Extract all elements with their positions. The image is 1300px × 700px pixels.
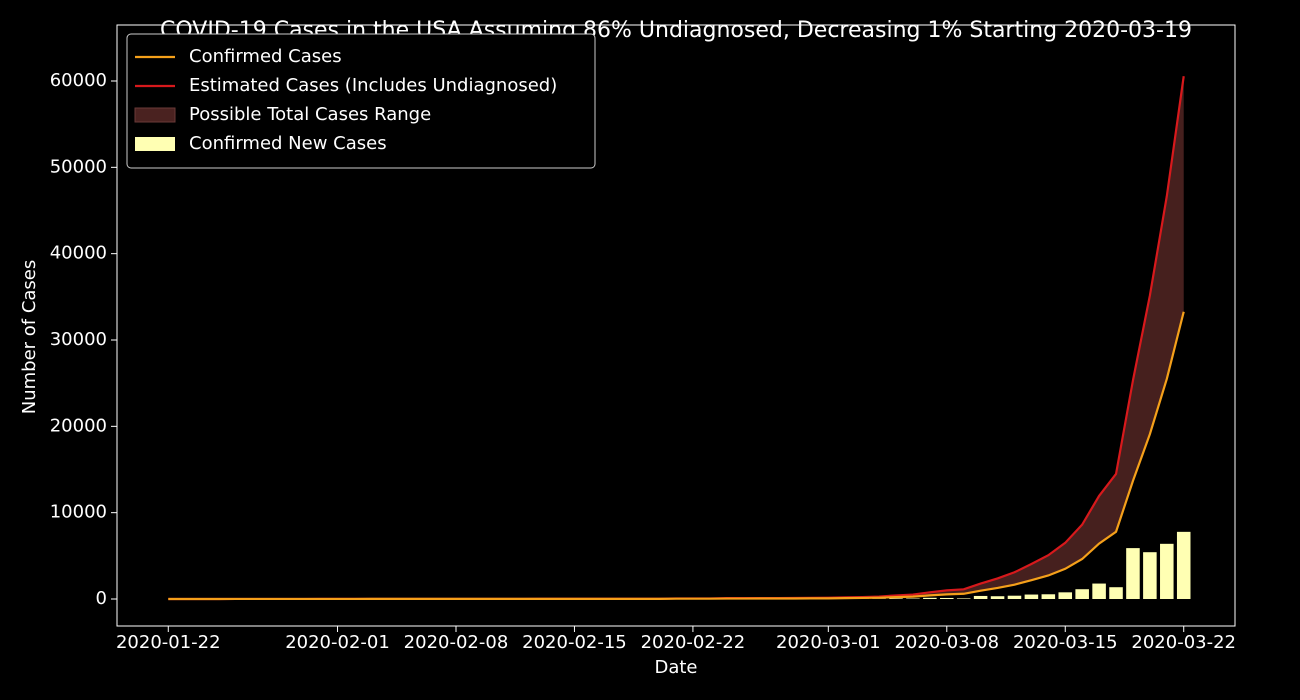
bar (1007, 595, 1022, 600)
bar (923, 597, 937, 600)
legend-label: Confirmed Cases (189, 46, 342, 67)
legend-swatch (135, 137, 175, 151)
y-tick-label: 20000 (50, 415, 107, 436)
x-tick-label: 2020-02-01 (285, 632, 390, 653)
x-tick-label: 2020-03-01 (776, 632, 881, 653)
plot-frame (116, 24, 1236, 627)
legend-label: Estimated Cases (Includes Undiagnosed) (189, 75, 557, 96)
legend-label: Confirmed New Cases (189, 133, 387, 154)
bar (889, 598, 903, 600)
x-tick-label: 2020-03-15 (1013, 632, 1118, 653)
bar (973, 595, 988, 600)
x-tick-label: 2020-03-08 (894, 632, 999, 653)
x-axis-label: Date (654, 657, 697, 678)
x-tick-label: 2020-02-15 (522, 632, 627, 653)
bar (956, 598, 971, 600)
y-tick-label: 50000 (50, 156, 107, 177)
legend: Confirmed Cases Estimated Cases (Includes… (126, 33, 596, 169)
legend-swatch (134, 107, 176, 123)
bar (1058, 592, 1073, 600)
x-tick-label: 2020-02-22 (641, 632, 746, 653)
y-tick-label: 40000 (50, 243, 107, 264)
x-tick-label: 2020-01-22 (116, 632, 221, 653)
bar (1176, 531, 1191, 600)
bar (1041, 594, 1056, 600)
bar (1109, 587, 1123, 600)
y-axis-label: Number of Cases (19, 260, 40, 415)
x-tick-label: 2020-03-22 (1131, 632, 1236, 653)
line (168, 311, 1185, 601)
bar (1126, 548, 1140, 600)
y-tick-label: 10000 (50, 502, 107, 523)
bar (1160, 543, 1174, 600)
legend-label: Possible Total Cases Range (189, 104, 431, 125)
range-area (168, 76, 1184, 599)
bar (1024, 594, 1039, 600)
y-tick-label: 60000 (50, 70, 107, 91)
x-tick-label: 2020-02-08 (404, 632, 509, 653)
y-tick-label: 30000 (50, 329, 107, 350)
bar (1075, 589, 1089, 600)
bar (1143, 552, 1157, 600)
bar (940, 597, 954, 600)
y-tick-label: 0 (96, 588, 107, 609)
bar (990, 596, 1005, 600)
legend-frame (126, 33, 596, 169)
bar (1092, 583, 1106, 600)
